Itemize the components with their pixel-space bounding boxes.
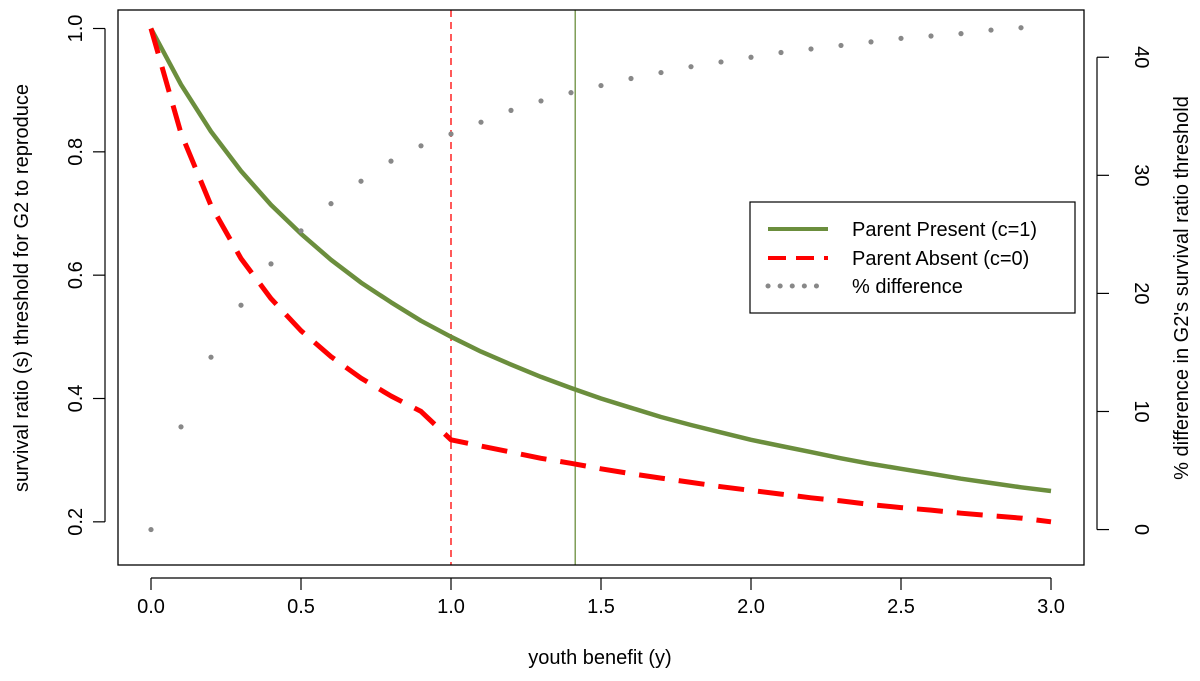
data-point bbox=[718, 59, 724, 65]
data-point bbox=[838, 42, 844, 49]
data-point bbox=[658, 69, 664, 76]
data-point bbox=[388, 158, 394, 164]
data-point bbox=[628, 75, 634, 82]
data-point bbox=[898, 35, 904, 41]
x-tick-label: 3.0 bbox=[1037, 596, 1065, 618]
legend: Parent Present (c=1) Parent Absent (c=0)… bbox=[749, 201, 1076, 314]
series-line bbox=[148, 27, 1052, 525]
data-point bbox=[958, 31, 964, 37]
data-point bbox=[208, 354, 214, 360]
data-point bbox=[418, 143, 424, 149]
data-point bbox=[988, 27, 994, 33]
data-point bbox=[538, 98, 544, 104]
x-tick-label: 0.5 bbox=[287, 596, 315, 618]
data-point bbox=[928, 33, 934, 39]
data-point bbox=[178, 424, 184, 430]
legend-label-pct-difference: % difference bbox=[852, 276, 963, 298]
y-tick-label: 1.0 bbox=[65, 15, 87, 43]
data-point bbox=[238, 302, 244, 308]
data-point bbox=[358, 178, 364, 184]
data-point bbox=[478, 119, 484, 125]
data-point bbox=[328, 201, 334, 207]
data-point bbox=[268, 261, 274, 267]
y2-tick-label: 40 bbox=[1130, 46, 1152, 68]
x-axis-label: youth benefit (y) bbox=[528, 647, 671, 669]
y2-tick-label: 10 bbox=[1130, 400, 1152, 422]
data-point bbox=[778, 49, 784, 56]
data-point bbox=[808, 46, 814, 52]
data-point bbox=[1018, 25, 1024, 31]
x-tick-label: 2.0 bbox=[737, 596, 765, 618]
x-axis: 0.0 0.5 1.0 1.5 2.0 2.5 3.0 bbox=[137, 577, 1065, 618]
y2-axis-label: % difference in G2's survival ratio thre… bbox=[1171, 96, 1193, 480]
data-point bbox=[448, 131, 454, 137]
y-tick-label: 0.4 bbox=[65, 385, 87, 413]
data-point bbox=[868, 39, 874, 45]
y-axis: 0.2 0.4 0.6 0.8 1.0 bbox=[65, 15, 106, 536]
x-tick-label: 1.5 bbox=[587, 596, 615, 618]
y-tick-label: 0.6 bbox=[65, 261, 87, 289]
plot-frame bbox=[117, 9, 1085, 566]
y-tick-label: 0.8 bbox=[65, 138, 87, 166]
data-point bbox=[748, 54, 754, 60]
data-point bbox=[688, 64, 694, 70]
plot-area bbox=[148, 10, 1052, 565]
legend-label-parent-absent: Parent Absent (c=0) bbox=[852, 248, 1029, 270]
x-tick-label: 0.0 bbox=[137, 596, 165, 618]
series-line bbox=[149, 27, 1052, 494]
data-point bbox=[298, 228, 304, 234]
legend-label-parent-present: Parent Present (c=1) bbox=[852, 219, 1037, 241]
y2-tick-label: 0 bbox=[1130, 524, 1152, 535]
data-point bbox=[598, 82, 604, 89]
data-point bbox=[148, 526, 154, 533]
y2-tick-label: 20 bbox=[1130, 282, 1152, 304]
x-tick-label: 1.0 bbox=[437, 596, 465, 618]
y-tick-label: 0.2 bbox=[65, 508, 87, 536]
y2-axis: 0 10 20 30 40 bbox=[1096, 46, 1152, 535]
y2-tick-label: 30 bbox=[1130, 164, 1152, 186]
data-point bbox=[568, 90, 574, 96]
x-tick-label: 2.5 bbox=[887, 596, 915, 618]
y-axis-label: survival ratio (s) threshold for G2 to r… bbox=[11, 84, 33, 492]
data-point bbox=[508, 107, 514, 113]
